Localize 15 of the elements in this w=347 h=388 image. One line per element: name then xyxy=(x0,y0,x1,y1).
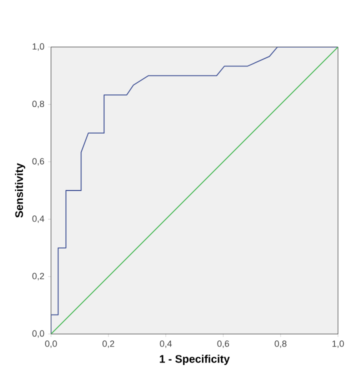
y-tick-label: 0,0 xyxy=(32,330,44,338)
x-axis-title: 1 - Specificity xyxy=(160,354,230,365)
x-tick-label: 1,0 xyxy=(332,340,344,348)
x-tick-label: 0,8 xyxy=(274,340,286,348)
y-axis-title: Sensitivity xyxy=(14,163,26,218)
x-tick-label: 0,2 xyxy=(102,340,114,348)
y-tick-label: 0,4 xyxy=(32,215,44,223)
y-tick-label: 0,2 xyxy=(32,272,44,280)
x-tick-label: 0,6 xyxy=(217,340,230,348)
line-series xyxy=(51,46,338,334)
y-tick-label: 0,8 xyxy=(32,100,44,108)
y-tick-label: 0,6 xyxy=(32,158,44,166)
x-tick-label: 0,0 xyxy=(45,340,57,348)
x-tick-label: 0,4 xyxy=(160,340,172,348)
y-tick-label: 1,0 xyxy=(32,43,44,51)
